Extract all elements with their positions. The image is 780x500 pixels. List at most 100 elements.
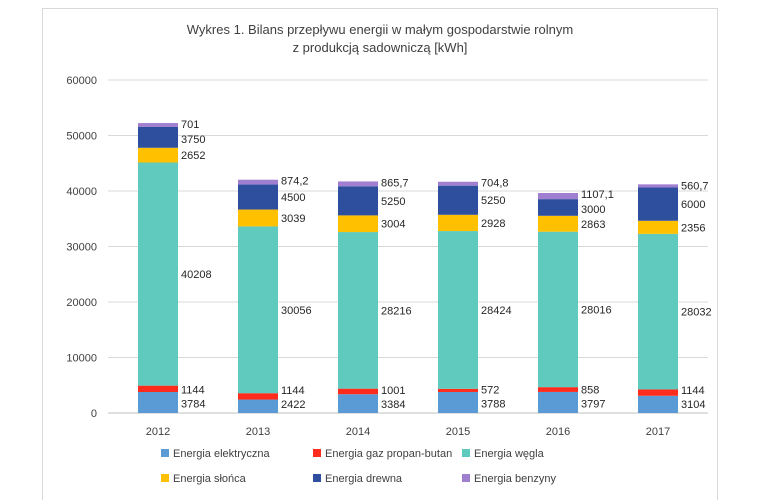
y-tick-label: 50000 [66, 131, 97, 143]
legend-swatch [161, 474, 169, 482]
bar-segment [238, 226, 278, 394]
bar-segment [138, 123, 178, 127]
data-label: 858 [581, 384, 599, 396]
data-label: 2863 [581, 219, 605, 231]
data-label: 6000 [681, 199, 705, 211]
data-label: 3788 [481, 398, 505, 410]
bar-segment [638, 187, 678, 221]
bar-segment [438, 181, 478, 186]
data-label: 28032 [681, 307, 712, 319]
legend-item: Energia elektryczna [161, 448, 270, 460]
legend-item: Energia benzyny [462, 473, 556, 485]
bar-segment [138, 147, 178, 163]
bar-segment [438, 185, 478, 215]
bar-segment [638, 395, 678, 413]
data-label: 704,8 [481, 178, 509, 190]
x-tick-label: 2014 [346, 426, 370, 438]
data-label: 2652 [181, 150, 205, 162]
legend-swatch [462, 474, 470, 482]
legend-swatch [313, 474, 321, 482]
bar-segment [338, 394, 378, 413]
bar-segment [538, 391, 578, 413]
data-label: 3384 [381, 399, 405, 411]
bar-segment [238, 209, 278, 227]
bar-segment [538, 199, 578, 216]
data-label: 3004 [381, 219, 405, 231]
bar-segment [638, 233, 678, 390]
legend-item: Energia węgla [462, 448, 545, 460]
x-tick-label: 2016 [546, 426, 570, 438]
bar-segment [238, 179, 278, 185]
data-label: 28216 [381, 305, 412, 317]
data-label: 572 [481, 384, 499, 396]
bar-segment [238, 399, 278, 413]
bar-segment [538, 231, 578, 388]
bar-segment [638, 220, 678, 234]
data-label: 3000 [581, 204, 605, 216]
bar-segment [538, 215, 578, 232]
data-label: 5250 [481, 195, 505, 207]
data-label: 3784 [181, 398, 205, 410]
y-tick-label: 40000 [66, 186, 97, 198]
data-label: 701 [181, 119, 199, 131]
legend-label: Energia elektryczna [173, 448, 270, 460]
data-label: 4500 [281, 192, 305, 204]
data-label: 28424 [481, 305, 512, 317]
legend-item: Energia słońca [161, 473, 247, 485]
y-axis-ticks: 0 10000 20000 30000 40000 50000 60000 [66, 75, 97, 420]
data-label: 30056 [281, 305, 312, 317]
legend-swatch [161, 449, 169, 457]
chart-title-line-1: Wykres 1. Bilans przepływu energii w mał… [187, 22, 573, 37]
bar-segment [538, 387, 578, 392]
bar-segment [338, 181, 378, 187]
x-tick-label: 2013 [246, 426, 270, 438]
bar-segment [238, 393, 278, 400]
data-label: 2928 [481, 218, 505, 230]
x-tick-label: 2017 [646, 426, 670, 438]
legend-label: Energia węgla [474, 448, 545, 460]
data-label: 5250 [381, 196, 405, 208]
data-label: 874,2 [281, 176, 309, 188]
data-label: 3039 [281, 213, 305, 225]
data-label: 1001 [381, 385, 405, 397]
y-tick-label: 30000 [66, 242, 97, 254]
legend-label: Energia drewna [325, 473, 403, 485]
bar-segment [538, 192, 578, 200]
data-label: 3104 [681, 399, 705, 411]
legend-label: Energia benzyny [474, 473, 556, 485]
bars [138, 123, 678, 413]
data-label: 1107,1 [581, 189, 614, 201]
y-tick-label: 10000 [66, 353, 97, 365]
legend-item: Energia drewna [313, 473, 403, 485]
data-label: 40208 [181, 269, 212, 281]
bar-segment [638, 184, 678, 188]
bar-segment [138, 162, 178, 386]
data-label: 1144 [281, 385, 305, 397]
legend: Energia elektryczna Energia gaz propan-bu… [161, 448, 556, 485]
gridlines [108, 79, 708, 414]
chart-title-line-2: z produkcją sadowniczą [kWh] [293, 40, 468, 55]
legend-item: Energia gaz propan-butan [313, 448, 452, 460]
data-label: 1144 [181, 384, 205, 396]
bar-segment [438, 231, 478, 389]
legend-swatch [313, 449, 321, 457]
bar-segment [338, 232, 378, 389]
legend-swatch [462, 449, 470, 457]
bar-segment [338, 388, 378, 395]
y-tick-label: 60000 [66, 75, 97, 87]
bar-segment [438, 388, 478, 392]
data-label: 1144 [681, 385, 705, 397]
bar-segment [438, 391, 478, 413]
data-label: 2356 [681, 222, 705, 234]
legend-label: Energia słońca [173, 473, 247, 485]
bar-segment [438, 214, 478, 232]
legend-label: Energia gaz propan-butan [325, 448, 452, 460]
data-label: 28016 [581, 304, 612, 316]
bar-segment [138, 385, 178, 392]
bar-segment [138, 126, 178, 148]
x-tick-label: 2012 [146, 426, 170, 438]
x-tick-label: 2015 [446, 426, 470, 438]
bar-segment [138, 391, 178, 413]
data-label: 2422 [281, 399, 305, 411]
data-label: 3797 [581, 398, 605, 410]
